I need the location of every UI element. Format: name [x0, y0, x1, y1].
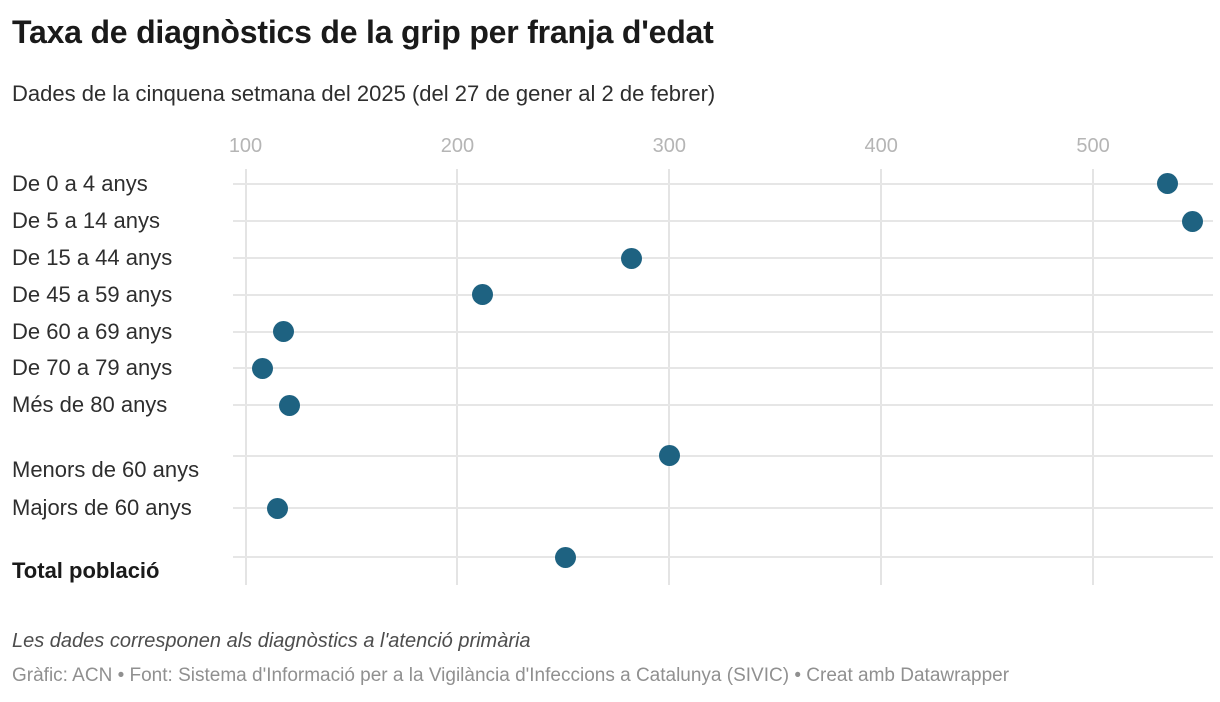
data-dot [279, 394, 301, 416]
grid-line-vertical [880, 169, 883, 585]
chart-note: Les dades corresponen als diagnòstics a … [12, 630, 531, 652]
row-grid-line [233, 220, 1213, 222]
data-dot [1182, 210, 1204, 232]
row-label: Majors de 60 anys [12, 495, 192, 520]
row-grid-line [233, 257, 1213, 259]
x-axis-tick-label: 300 [652, 135, 686, 157]
data-dot [266, 497, 288, 519]
chart-title: Taxa de diagnòstics de la grip per franj… [12, 14, 714, 50]
data-dot [554, 546, 576, 568]
x-axis-tick-label: 500 [1076, 135, 1110, 157]
row-grid-line [233, 404, 1213, 406]
row-grid-line [233, 367, 1213, 369]
data-dot [472, 284, 494, 305]
row-label: De 70 a 79 anys [12, 355, 173, 380]
x-axis-tick-label: 100 [228, 135, 263, 157]
row-label: Més de 80 anys [12, 392, 168, 417]
row-grid-line [233, 293, 1213, 296]
x-axis-tick-label: 200 [440, 135, 475, 157]
data-dot [620, 247, 642, 269]
grid-line-vertical [1092, 169, 1095, 585]
row-label: Menors de 60 anys [12, 456, 200, 482]
row-grid-line [233, 330, 1213, 333]
row-grid-line [233, 182, 1213, 185]
row-label: De 45 a 59 anys [12, 281, 173, 307]
grid-line-vertical [456, 169, 459, 585]
data-dot [658, 445, 680, 466]
row-label: De 15 a 44 anys [12, 245, 173, 270]
row-label: De 60 a 69 anys [12, 318, 173, 344]
row-grid-line [233, 454, 1213, 457]
row-grid-line [233, 507, 1213, 509]
data-dot [251, 357, 273, 379]
data-dot [273, 321, 295, 342]
row-grid-line [233, 556, 1213, 558]
data-dot [1156, 173, 1178, 194]
chart-subtitle: Dades de la cinquena setmana del 2025 (d… [12, 81, 716, 106]
grid-line-vertical [244, 169, 247, 585]
x-axis-tick-label: 400 [864, 135, 898, 157]
row-label: Total població [12, 557, 160, 583]
row-label: De 5 a 14 anys [12, 208, 160, 233]
grid-line-vertical [668, 169, 671, 585]
row-label: De 0 a 4 anys [12, 170, 148, 196]
chart-byline: Gràfic: ACN • Font: Sistema d'Informació… [12, 665, 1010, 686]
